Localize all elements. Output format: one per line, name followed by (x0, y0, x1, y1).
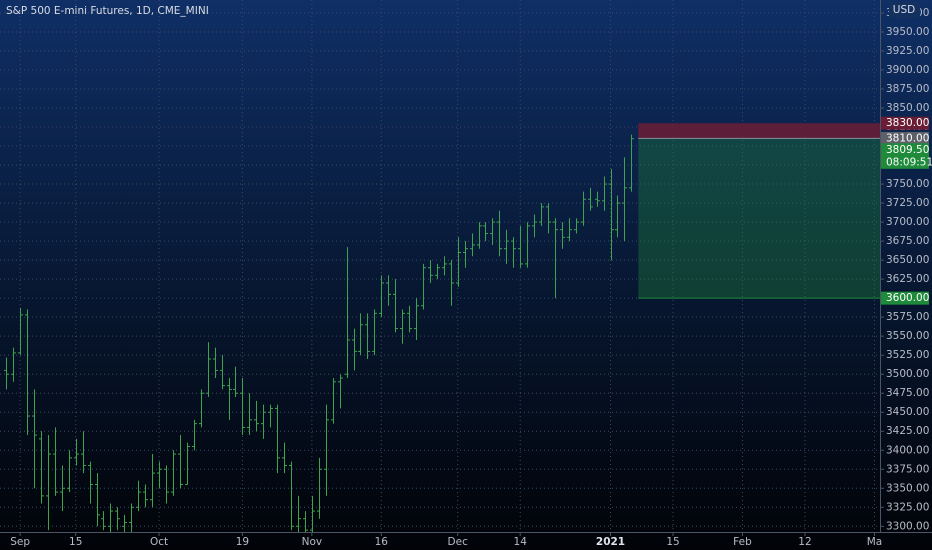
x-tick-label: Oct (150, 536, 168, 548)
entry-price-badge (881, 131, 929, 145)
target-zone (638, 138, 880, 299)
stop-zone (638, 123, 880, 139)
y-tick-label: 3325.00 (886, 501, 929, 513)
y-tick-label: 3450.00 (886, 406, 929, 418)
axes: 3300.00 3325.00 3350.00 3375.00 3400.00 3425.… (10, 7, 932, 548)
y-tick-label: 3650.00 (886, 254, 929, 266)
target-price-label: 3600.00 (886, 292, 929, 304)
y-tick-label: 3425.00 (886, 425, 929, 437)
y-tick-label: 3300.00 (886, 520, 929, 532)
last-price-badge (881, 143, 929, 157)
x-tick-label: Feb (733, 536, 752, 548)
x-tick-label: Nov (302, 536, 323, 548)
countdown-badge (881, 155, 929, 169)
y-tick-label: 3850.00 (886, 102, 929, 114)
y-tick-label: 3675.00 (886, 235, 929, 247)
y-tick-label: 3625.00 (886, 273, 929, 285)
last-price-label: 3809.50 (886, 144, 929, 156)
y-tick-label: 3500.00 (886, 368, 929, 380)
y-tick-label: 3375.00 (886, 463, 929, 475)
x-tick-label: 16 (375, 536, 389, 548)
y-tick-label: 3575.00 (886, 311, 929, 323)
entry-price-label: 3810.00 (886, 132, 929, 144)
x-tick-label: 12 (798, 536, 811, 548)
y-tick-label: 3525.00 (886, 349, 929, 361)
y-tick-label: 3925.00 (886, 45, 929, 57)
x-tick-label: 2021 (596, 536, 625, 548)
x-tick-label: Sep (10, 536, 30, 548)
y-tick-label: 3550.00 (886, 330, 929, 342)
x-tick-label: Dec (448, 536, 469, 548)
target-price-badge (881, 291, 929, 305)
y-tick-label: 3725.00 (886, 197, 929, 209)
grid (0, 0, 880, 532)
x-tick-label: 15 (666, 536, 679, 548)
currency-badge (889, 2, 920, 18)
y-tick-label: 3900.00 (886, 64, 929, 76)
x-tick-label: 14 (514, 536, 528, 548)
y-tick-label: 3700.00 (886, 216, 929, 228)
x-tick-label: 15 (69, 536, 82, 548)
y-tick-label: 3875.00 (886, 83, 929, 95)
x-tick-label: Ma (867, 536, 883, 548)
stop-price-badge (881, 116, 929, 130)
stop-price-label: 3830.00 (886, 117, 929, 129)
currency-label: USD (893, 4, 915, 16)
chart-title: S&P 500 E-mini Futures, 1D, CME_MINI (6, 5, 209, 17)
y-tick-label: 3750.00 (886, 178, 929, 190)
x-tick-label: 19 (236, 536, 249, 548)
countdown-label: 08:09:51 (886, 156, 932, 168)
plot-area (4, 123, 880, 532)
y-tick-label: 3350.00 (886, 482, 929, 494)
y-tick-label: 3400.00 (886, 444, 929, 456)
y-tick-label: 3475.00 (886, 387, 929, 399)
y-tick-label: 3950.00 (886, 26, 929, 38)
